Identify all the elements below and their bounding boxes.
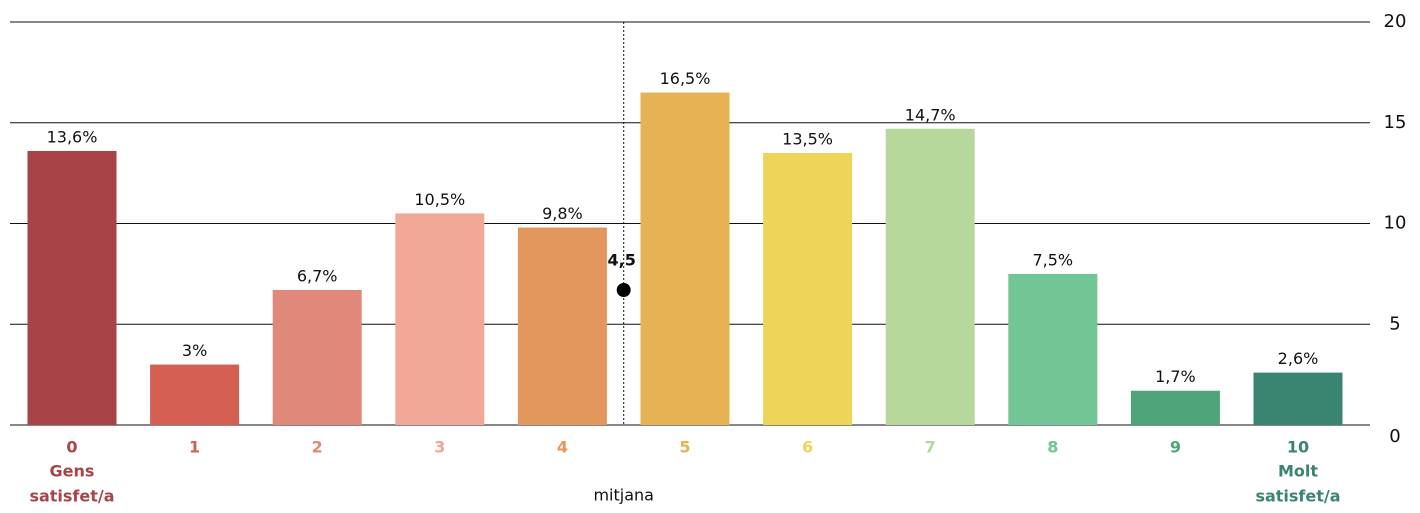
value-label: 6,7%: [297, 266, 338, 285]
x-tick-label: 7: [925, 438, 936, 457]
x-tick-label: 4: [557, 438, 568, 457]
value-label: 10,5%: [414, 190, 465, 209]
y-tick-label: 20: [1384, 11, 1407, 32]
x-tick-label: 1: [189, 438, 200, 457]
category-note: satisfet/a: [29, 487, 114, 506]
value-label: 14,7%: [905, 105, 956, 124]
category-note: satisfet/a: [1255, 487, 1340, 506]
bar: [517, 227, 607, 425]
value-label: 2,6%: [1278, 349, 1319, 368]
value-label: 1,7%: [1155, 367, 1196, 386]
value-label: 16,5%: [660, 69, 711, 88]
bar: [1130, 390, 1220, 425]
x-tick-label: 3: [434, 438, 445, 457]
category-note: Gens: [50, 462, 95, 481]
y-tick-label: 0: [1389, 426, 1400, 447]
value-label: 7,5%: [1032, 250, 1073, 269]
bar: [1253, 372, 1343, 425]
x-tick-label: 10: [1287, 438, 1309, 457]
x-tick-label: 2: [312, 438, 323, 457]
x-tick-label: 9: [1170, 438, 1181, 457]
bar: [395, 213, 485, 425]
bar: [763, 152, 853, 425]
bar: [150, 364, 240, 425]
bar: [27, 150, 117, 425]
category-note: Molt: [1278, 462, 1318, 481]
bar: [640, 92, 730, 426]
value-label: 13,5%: [782, 129, 833, 148]
mean-marker: [616, 283, 631, 297]
bar: [272, 289, 362, 425]
x-tick-label: 0: [66, 438, 77, 457]
bar: [1008, 273, 1098, 425]
value-label: 9,8%: [542, 204, 583, 223]
x-tick-label: 6: [802, 438, 813, 457]
value-label: 13,6%: [47, 127, 98, 146]
y-tick-label: 5: [1389, 313, 1400, 334]
y-tick-label: 15: [1384, 112, 1407, 133]
mean-name: mitjana: [593, 486, 654, 505]
y-tick-label: 10: [1384, 213, 1407, 234]
x-tick-label: 5: [679, 438, 690, 457]
x-tick-label: 8: [1047, 438, 1058, 457]
mean-label: 4,5: [608, 251, 636, 270]
bar: [885, 128, 975, 426]
value-label: 3%: [182, 341, 207, 360]
